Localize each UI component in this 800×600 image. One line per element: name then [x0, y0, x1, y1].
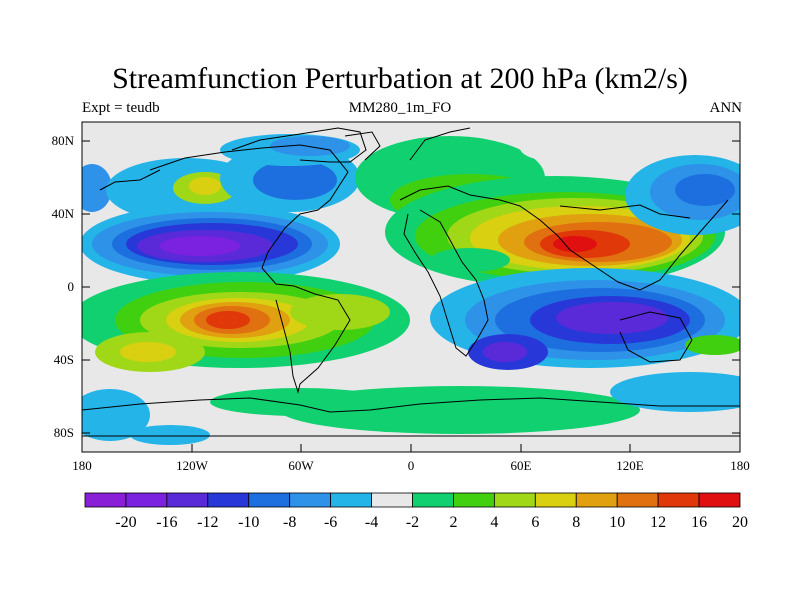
lon-tick-label: 120E	[616, 458, 644, 473]
contour-field	[82, 134, 740, 445]
lat-tick-label: 40N	[52, 206, 75, 221]
lat-tick-label: 40S	[54, 352, 74, 367]
lat-tick-label: 80N	[52, 133, 75, 148]
colorbar-label: 2	[449, 514, 457, 531]
lat-axis	[82, 140, 740, 434]
colorbar-swatch	[207, 492, 250, 508]
colorbar-label: -8	[283, 514, 296, 531]
colorbar-swatch	[657, 492, 700, 508]
colorbar-swatch	[330, 492, 372, 508]
lon-axis	[81, 444, 741, 452]
colorbar-label: 6	[531, 514, 539, 531]
colorbar-swatch	[534, 492, 577, 508]
colorbar-swatch	[493, 492, 536, 508]
colorbar-swatch	[371, 492, 413, 508]
colorbar-label: -4	[365, 514, 378, 531]
colorbar-label: 4	[490, 514, 498, 531]
colorbar-swatch	[84, 492, 127, 508]
colorbar: -20 -16 -12 -10 -8 -6 -4 -2 2 4 6 8 10 12 16 20	[84, 492, 748, 531]
experiment-label: Expt = teudb	[82, 100, 160, 116]
colorbar-swatch	[698, 492, 741, 508]
colorbar-label: 20	[732, 514, 748, 531]
colorbar-label: 10	[609, 514, 625, 531]
colorbar-swatch	[289, 492, 332, 508]
colorbar-label: -6	[324, 514, 337, 531]
colorbar-swatch	[575, 492, 618, 508]
lon-tick-label: 180	[72, 458, 92, 473]
colorbar-swatch	[248, 492, 291, 508]
lat-tick-label: 80S	[54, 425, 74, 440]
lon-tick-label: 0	[408, 458, 415, 473]
colorbar-label: -12	[197, 514, 218, 531]
map-title: Streamfunction Perturbation at 200 hPa (…	[112, 62, 688, 95]
colorbar-label: -10	[238, 514, 259, 531]
run-label: MM280_1m_FO	[348, 100, 452, 116]
lon-tick-label: 60W	[288, 458, 314, 473]
colorbar-label: 12	[650, 514, 666, 531]
season-label: ANN	[709, 100, 743, 116]
coastlines	[82, 127, 740, 437]
colorbar-label: 16	[691, 514, 707, 531]
colorbar-label: -2	[406, 514, 419, 531]
colorbar-label: -16	[156, 514, 177, 531]
lon-tick-label: 180	[730, 458, 750, 473]
colorbar-swatch	[453, 492, 495, 508]
colorbar-swatch	[125, 492, 168, 508]
colorbar-swatch	[166, 492, 209, 508]
lon-tick-label: 60E	[511, 458, 532, 473]
colorbar-swatch	[412, 492, 454, 508]
colorbar-swatch	[616, 492, 659, 508]
colorbar-label: 8	[572, 514, 580, 531]
colorbar-label: -20	[115, 514, 136, 531]
lon-tick-label: 120W	[176, 458, 209, 473]
lat-tick-label: 0	[68, 279, 75, 294]
